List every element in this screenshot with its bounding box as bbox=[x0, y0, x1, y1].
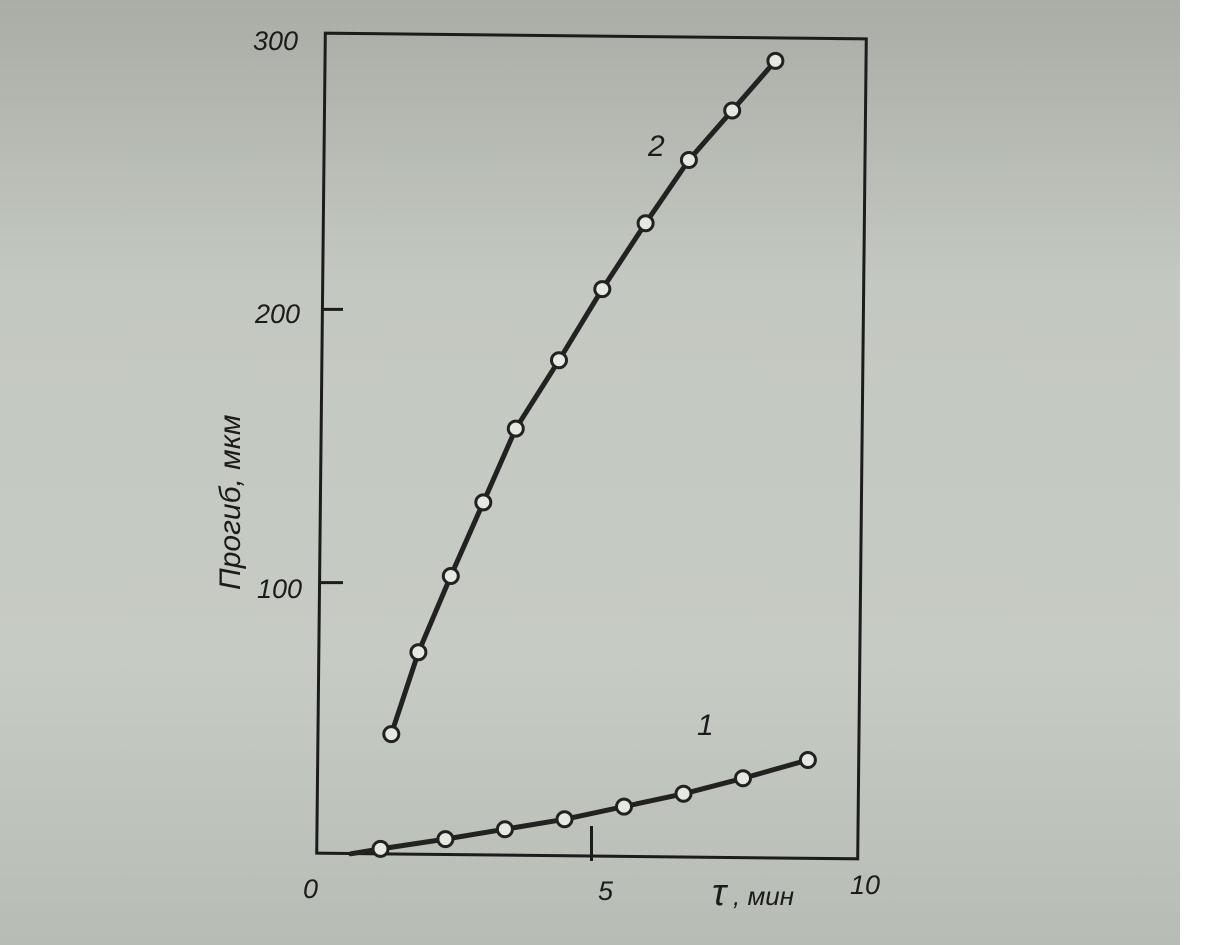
series-layer bbox=[348, 51, 817, 858]
data-point-series-1-4 bbox=[615, 797, 633, 816]
data-point-series-2-9 bbox=[723, 101, 742, 120]
data-point-series-2-4 bbox=[506, 419, 525, 438]
y-tick-label-200: 200 bbox=[254, 299, 300, 329]
data-point-series-2-0 bbox=[382, 725, 401, 744]
data-point-series-2-1 bbox=[409, 643, 428, 662]
x-tick-label-5: 5 bbox=[598, 876, 614, 906]
page-edge bbox=[1180, 0, 1214, 945]
series-label-1: 1 bbox=[697, 709, 714, 742]
data-point-series-2-5 bbox=[550, 351, 568, 370]
x-axis-label: τ , мин bbox=[712, 872, 794, 914]
data-point-series-1-7 bbox=[798, 751, 817, 769]
data-point-series-1-3 bbox=[555, 810, 574, 829]
data-point-series-1-5 bbox=[674, 784, 693, 803]
x-axis-label-symbol: τ bbox=[712, 872, 729, 914]
y-tick-label-300: 300 bbox=[253, 26, 298, 56]
data-point-series-2-7 bbox=[636, 214, 655, 233]
series-label-2: 2 bbox=[647, 130, 665, 163]
series-line-2 bbox=[388, 58, 778, 737]
x-axis-label-unit: , мин bbox=[733, 881, 794, 911]
data-point-series-2-3 bbox=[474, 493, 493, 512]
x-tick-label-10: 10 bbox=[850, 870, 880, 900]
data-point-series-2-8 bbox=[679, 151, 698, 169]
data-point-series-1-6 bbox=[734, 769, 752, 788]
data-point-series-2-10 bbox=[766, 51, 785, 70]
y-axis-label: Прогиб, мкм bbox=[214, 415, 247, 590]
plot-frame bbox=[315, 31, 868, 861]
data-point-series-2-6 bbox=[593, 280, 612, 299]
data-point-series-1-2 bbox=[495, 820, 514, 839]
data-point-series-1-0 bbox=[371, 839, 390, 858]
y-tick-label-100: 100 bbox=[257, 574, 302, 604]
tick-labels: 300 200 100 0 5 10 bbox=[253, 26, 880, 906]
data-point-series-1-1 bbox=[436, 830, 455, 849]
x-tick-label-0: 0 bbox=[303, 874, 318, 904]
axis-ticks bbox=[321, 307, 593, 861]
data-point-series-2-2 bbox=[441, 567, 460, 585]
